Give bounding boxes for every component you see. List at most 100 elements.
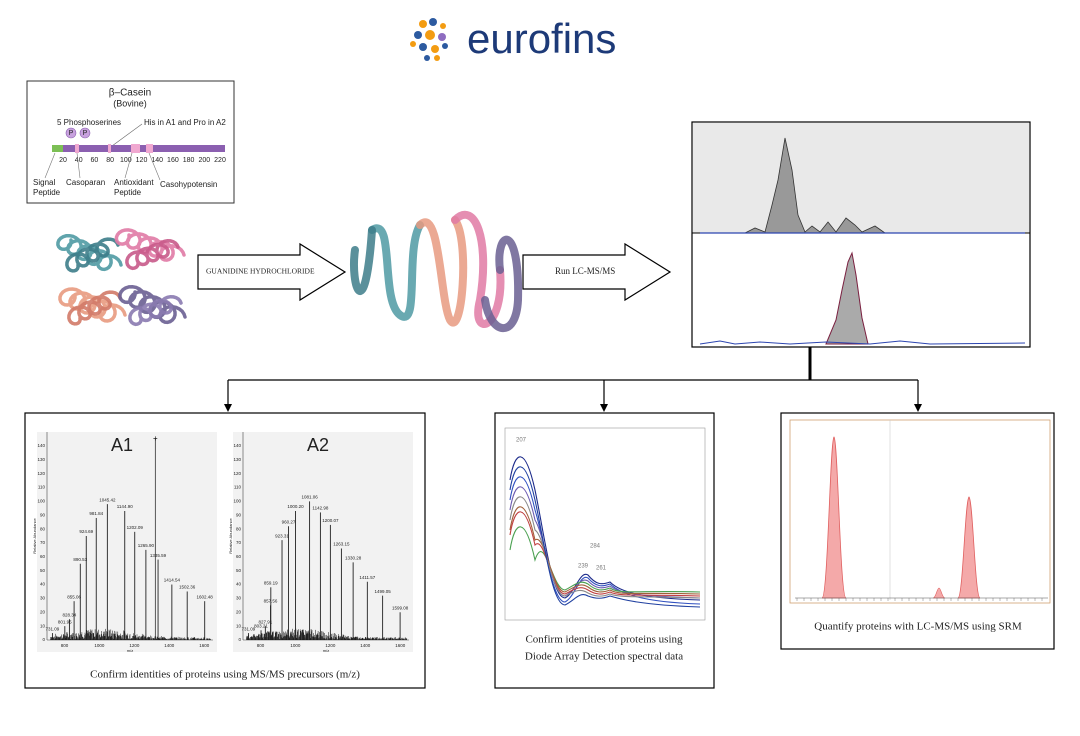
caption: Quantify proteins with LC-MS/MS using SR…: [814, 621, 1022, 633]
y-tick: 50: [236, 568, 242, 573]
process-arrow: [197, 242, 347, 302]
spectrum-label: A1: [111, 435, 133, 455]
peak-label: 731.09: [242, 626, 256, 631]
signal-label: Peptide: [33, 188, 61, 197]
peak-label: 1202.09: [127, 525, 144, 530]
dad-curve: [509, 476, 701, 605]
x-tick: 1000: [94, 643, 105, 648]
arrowhead: [914, 404, 922, 412]
phospho-p: P: [69, 130, 74, 137]
leader: [148, 152, 161, 181]
protein-curl: [114, 228, 186, 262]
signal-seg: [52, 145, 63, 152]
axis-tick: 60: [91, 157, 99, 164]
y-tick: 140: [37, 443, 45, 448]
leader: [124, 152, 133, 179]
caption: Confirm identities of proteins using MS/…: [90, 669, 360, 681]
peak-label: 1599.08: [392, 605, 409, 610]
logo-dot: [434, 55, 440, 61]
peak-label: 1200.07: [322, 518, 339, 523]
protein-curl: [65, 237, 120, 273]
dad-curve: [509, 511, 701, 597]
segment: [146, 144, 153, 153]
axis-tick: 220: [214, 157, 226, 164]
spectrum-label: A2: [307, 435, 329, 455]
x-tick: 1400: [360, 643, 371, 648]
segment: [75, 144, 79, 153]
logo-dot: [419, 20, 427, 28]
y-tick: 50: [40, 568, 46, 573]
protein-curl: [128, 294, 183, 327]
y-tick: 80: [40, 526, 46, 531]
chrom-peak: [744, 137, 887, 234]
peak-label: 857.56: [264, 599, 278, 604]
step-label: GUANIDINE HYDROCHLORIDE: [206, 267, 315, 276]
y-tick: 110: [38, 485, 46, 490]
caption: Confirm identities of proteins using: [525, 634, 683, 646]
y-tick: 0: [238, 637, 241, 642]
y-tick: 40: [40, 582, 46, 587]
y-tick: 60: [40, 554, 46, 559]
variant-label: His in A1 and Pro in A2: [144, 118, 226, 127]
axis-tick: 100: [120, 157, 132, 164]
chrom-top: [693, 123, 1029, 233]
phospho-mark: [79, 127, 91, 139]
step-label: Run LC-MS/MS: [555, 266, 615, 276]
y-tick: 90: [236, 512, 242, 517]
logo-dot: [419, 43, 427, 51]
peak-label: 1045.42: [99, 497, 116, 502]
protein-strand: [416, 216, 468, 327]
y-tick: 130: [233, 457, 241, 462]
peak-label: 1414.54: [164, 578, 181, 583]
logo-dot: [410, 41, 416, 47]
peak-label: 827.91: [258, 619, 272, 624]
peak-label: 1000.20: [287, 504, 304, 509]
peak-label: 855.06: [67, 594, 81, 599]
peak-label: 1602.48: [197, 594, 214, 599]
x-axis-label: m/z: [127, 648, 133, 653]
casein-subtitle: (Bovine): [113, 98, 147, 108]
process-arrow: [522, 242, 672, 302]
y-tick: 70: [40, 540, 46, 545]
peak-label: 1142.98: [312, 506, 328, 511]
logo-dot: [424, 55, 430, 61]
dad-curve: [509, 526, 701, 593]
protein-strand: [368, 221, 424, 321]
axis-tick: 40: [75, 157, 83, 164]
srm-peak: [821, 436, 847, 599]
logo-dot: [442, 43, 448, 49]
dad-curve: [509, 456, 701, 601]
casohypotensin-label: Casohypotensin: [160, 180, 217, 189]
dad-label: 207: [516, 438, 527, 444]
dad-label: 239: [578, 564, 589, 570]
protein-strand: [350, 226, 376, 295]
y-tick: 100: [37, 499, 45, 504]
dad-curve: [509, 496, 701, 599]
y-tick: 30: [40, 596, 46, 601]
peak-label: 923.31: [275, 533, 289, 538]
casoparan-label: Casoparan: [66, 178, 105, 187]
caption: Diode Array Detection spectral data: [525, 651, 683, 663]
y-tick: 130: [37, 457, 45, 462]
y-tick: 100: [233, 499, 241, 504]
peak-label: 981.84: [89, 511, 103, 516]
protein-strand: [451, 210, 505, 328]
peak-label: 1144.90: [117, 504, 133, 509]
x-tick: 1000: [290, 643, 301, 648]
peak-label: 1502.36: [179, 585, 196, 590]
axis-tick: 20: [59, 157, 67, 164]
peak-label: 890.53: [73, 557, 87, 562]
axis-tick: 120: [136, 157, 148, 164]
y-tick: 10: [236, 623, 242, 628]
y-tick: 20: [236, 609, 242, 614]
y-tick: 110: [234, 485, 242, 490]
logo-dot: [438, 33, 446, 41]
casein-box: [26, 80, 235, 204]
logo-dot: [425, 30, 435, 40]
leader: [76, 152, 81, 179]
x-axis-label: m/z: [323, 648, 329, 653]
signal-label: Signal: [33, 178, 55, 187]
peak-label: 828.34: [63, 612, 77, 617]
phospho-p: P: [83, 130, 88, 137]
leader: [111, 123, 143, 147]
